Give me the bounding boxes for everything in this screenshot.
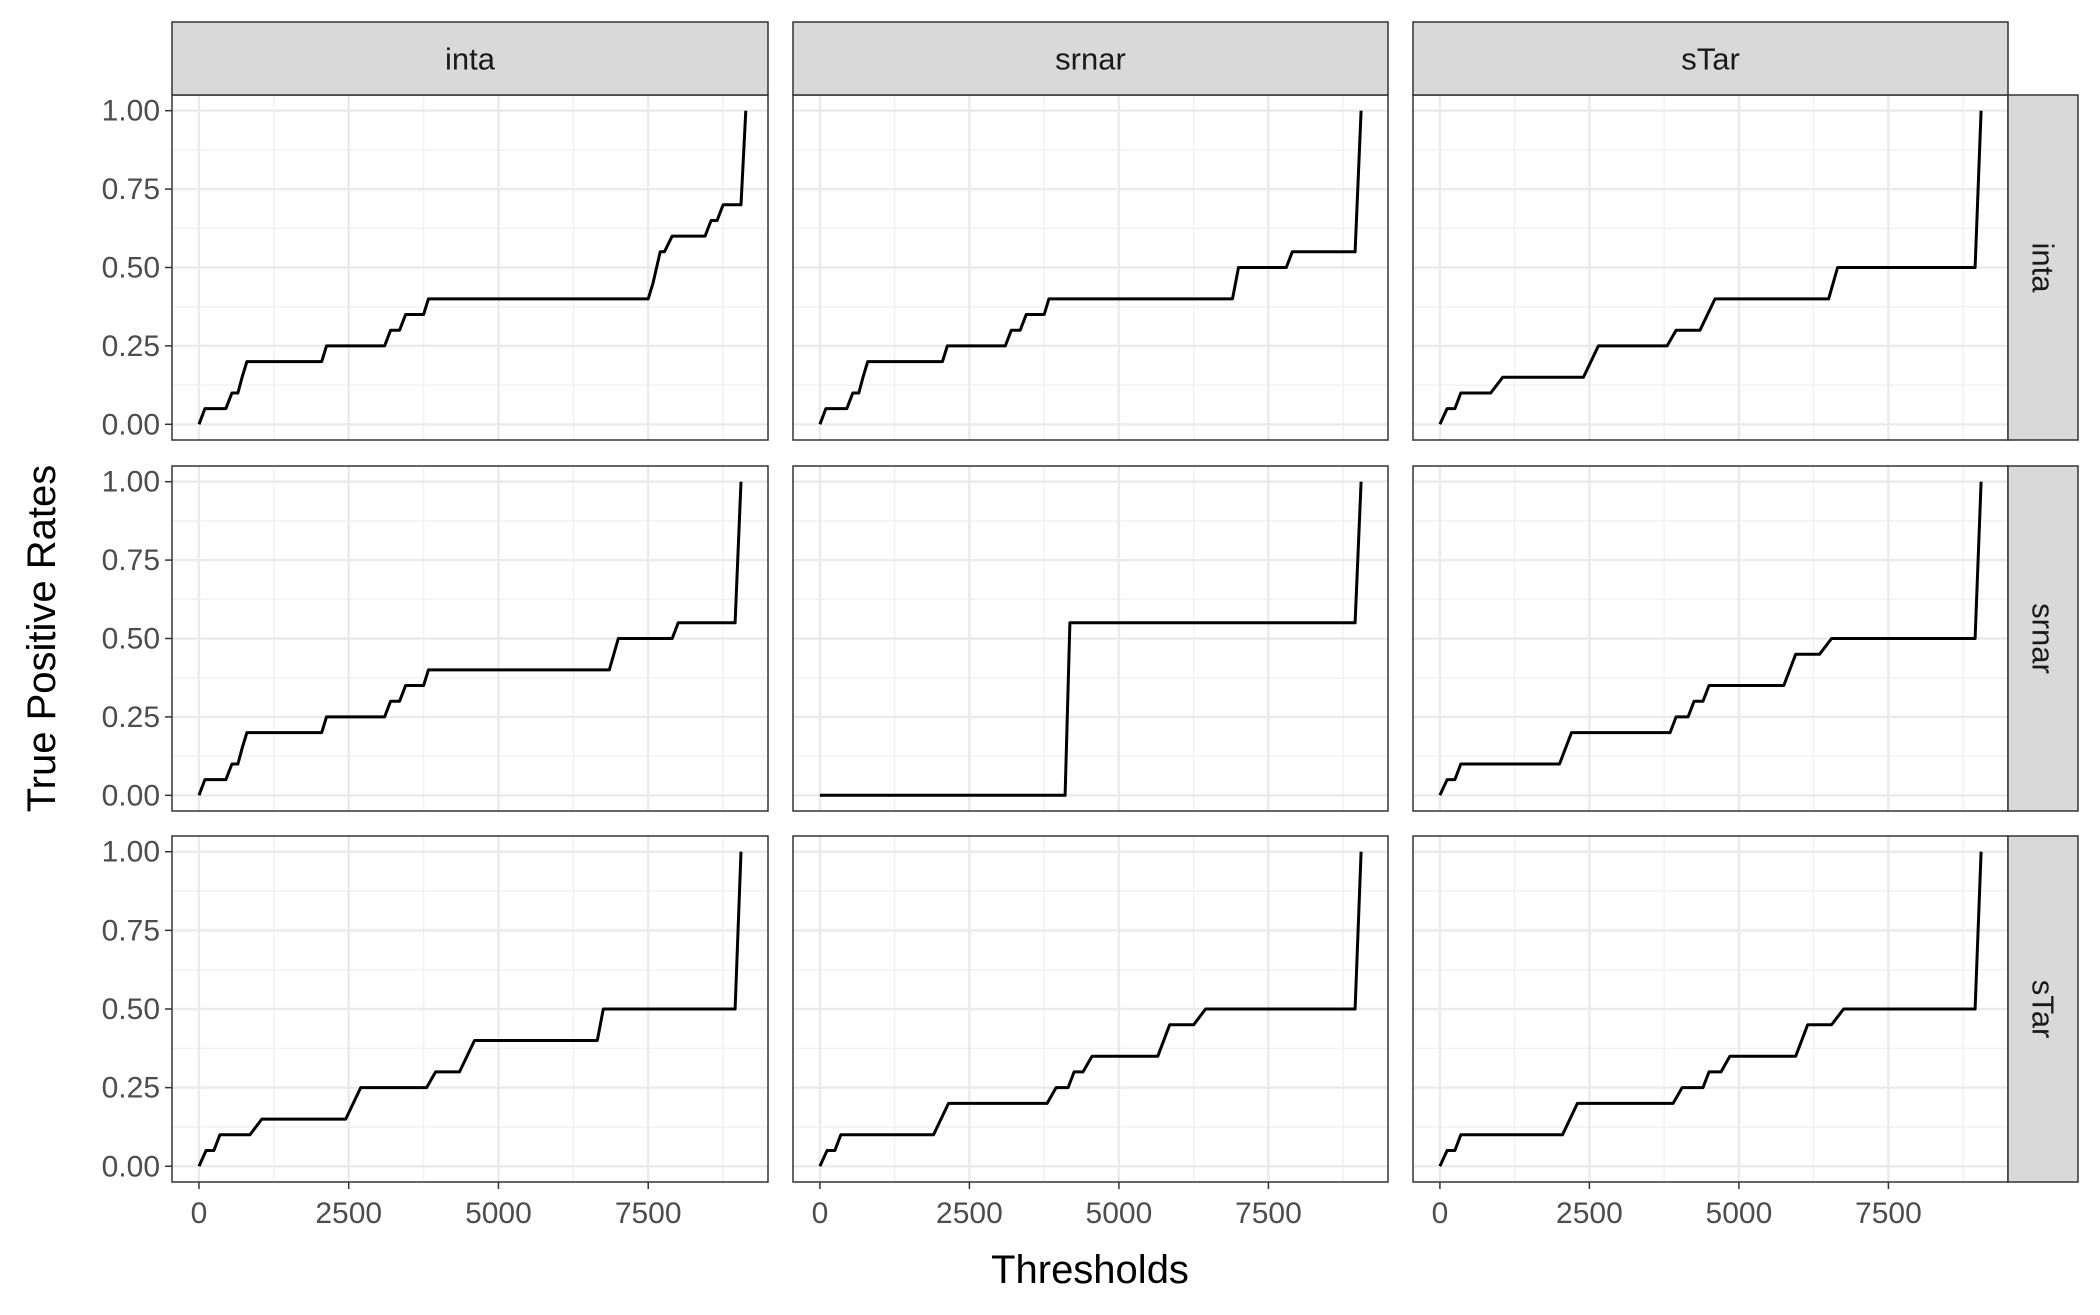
y-tick-label: 0.75 bbox=[102, 544, 160, 577]
row-strip bbox=[2007, 94, 2079, 441]
y-tick-label: 0.75 bbox=[102, 173, 160, 206]
row-strip-label: srnar bbox=[2026, 603, 2061, 674]
y-tick-label: 0.00 bbox=[102, 408, 160, 441]
y-tick-label: 0.25 bbox=[102, 701, 160, 734]
row-strip-label: inta bbox=[2026, 243, 2061, 294]
y-tick-label: 0.00 bbox=[102, 779, 160, 812]
series-line-srnar-sTar bbox=[1438, 481, 1983, 796]
row-strip-label: sTar bbox=[2026, 980, 2061, 1039]
y-tick-label: 0.50 bbox=[102, 993, 160, 1026]
column-strip bbox=[1412, 21, 2009, 96]
row-strip bbox=[2007, 835, 2079, 1183]
x-axis-title: Thresholds bbox=[991, 1248, 1189, 1292]
column-strip bbox=[792, 21, 1389, 96]
row-strip bbox=[2007, 465, 2079, 812]
series-line-inta-sTar bbox=[1438, 110, 1983, 425]
x-tick-label: 2500 bbox=[1556, 1197, 1623, 1230]
y-tick-label: 0.25 bbox=[102, 330, 160, 363]
column-strip-label: sTar bbox=[1681, 42, 1740, 77]
x-tick-label: 7500 bbox=[1235, 1197, 1302, 1230]
series-line-inta-inta bbox=[197, 110, 748, 425]
y-axis-title: True Positive Rates bbox=[20, 465, 64, 813]
series-line-srnar-srnar bbox=[819, 481, 1363, 797]
y-tick-label: 1.00 bbox=[102, 95, 160, 128]
series-line-sTar-inta bbox=[197, 851, 743, 1167]
x-tick-label: 2500 bbox=[936, 1197, 1003, 1230]
x-tick-label: 7500 bbox=[615, 1197, 682, 1230]
y-tick-label: 0.75 bbox=[102, 914, 160, 947]
x-tick-label: 7500 bbox=[1855, 1197, 1922, 1230]
x-tick-label: 0 bbox=[1432, 1197, 1449, 1230]
y-tick-label: 0.50 bbox=[102, 252, 160, 285]
series-line-srnar-inta bbox=[197, 481, 743, 796]
panel-border bbox=[792, 465, 1389, 812]
column-strip bbox=[171, 21, 769, 96]
x-tick-label: 0 bbox=[191, 1197, 208, 1230]
x-tick-label: 2500 bbox=[315, 1197, 382, 1230]
y-tick-label: 1.00 bbox=[102, 466, 160, 499]
y-tick-label: 0.00 bbox=[102, 1150, 160, 1183]
x-tick-label: 5000 bbox=[465, 1197, 532, 1230]
y-tick-label: 1.00 bbox=[102, 836, 160, 869]
y-tick-label: 0.25 bbox=[102, 1072, 160, 1105]
series-line-sTar-sTar bbox=[1438, 851, 1983, 1167]
column-strip-label: inta bbox=[445, 42, 496, 77]
x-tick-label: 5000 bbox=[1706, 1197, 1773, 1230]
y-tick-label: 0.50 bbox=[102, 623, 160, 656]
series-line-inta-srnar bbox=[818, 110, 1363, 425]
series-line-sTar-srnar bbox=[818, 851, 1363, 1167]
x-tick-label: 0 bbox=[812, 1197, 829, 1230]
column-strip-label: srnar bbox=[1055, 42, 1126, 77]
x-tick-label: 5000 bbox=[1086, 1197, 1153, 1230]
panel-border bbox=[792, 835, 1389, 1183]
